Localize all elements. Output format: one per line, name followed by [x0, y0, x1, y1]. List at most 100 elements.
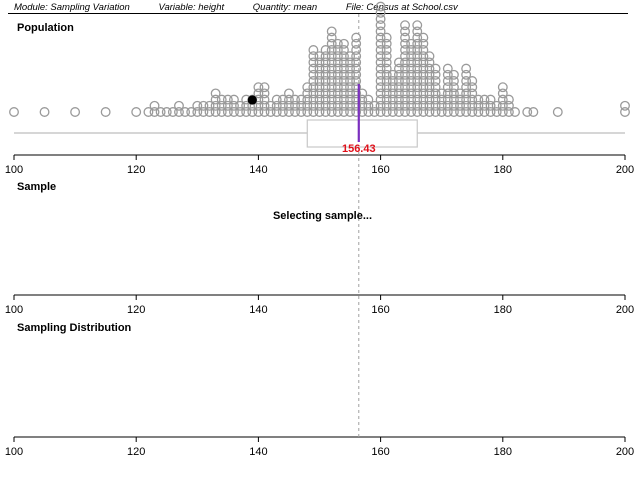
population-dot: [351, 57, 362, 68]
population-dot: [461, 69, 472, 80]
population-dot: [479, 94, 490, 105]
population-dot: [448, 69, 459, 80]
population-dot: [375, 69, 386, 80]
population-dot: [467, 107, 478, 117]
population-dot: [455, 94, 465, 105]
population-dot: [338, 107, 349, 117]
population-dot: [351, 38, 362, 49]
population-dot: [461, 94, 472, 105]
sampling-distribution-panel-title: Sampling Distribution: [17, 322, 132, 334]
population-dot: [351, 82, 362, 93]
population-dot: [406, 76, 417, 86]
population-dot: [400, 45, 410, 55]
population-dot: [491, 100, 502, 111]
population-dot: [412, 82, 423, 93]
population-dot: [430, 63, 441, 74]
population-dot: [418, 45, 429, 55]
population-dot: [485, 100, 496, 111]
population-dot: [442, 69, 453, 80]
population-dot: [418, 88, 429, 99]
population-dot: [473, 107, 484, 117]
population-dot: [253, 82, 264, 93]
population-dot: [424, 63, 435, 74]
mean-value-label: 156.43: [342, 143, 376, 155]
population-dot: [412, 51, 423, 62]
population-dot: [497, 82, 508, 93]
population-dot: [424, 51, 435, 62]
population-dot: [400, 26, 410, 37]
population-dot: [400, 82, 410, 93]
population-dot: [265, 100, 276, 111]
population-dot: [314, 76, 325, 86]
population-dot: [393, 88, 404, 99]
population-dot: [332, 100, 343, 111]
tick-label: 160: [371, 304, 389, 316]
population-dot: [442, 82, 453, 93]
population-dot: [418, 100, 429, 111]
population-dot: [320, 57, 331, 68]
population-dot: [259, 94, 270, 105]
population-dot: [320, 107, 331, 117]
population-dot: [412, 107, 423, 117]
population-dot: [418, 69, 429, 80]
population-dot: [375, 32, 386, 43]
population-dot: [381, 63, 392, 74]
population-dot: [375, 82, 386, 93]
population-dot: [461, 88, 472, 99]
population-dot: [485, 107, 496, 117]
population-dot: [326, 88, 337, 99]
population-dot: [393, 63, 404, 74]
population-dot: [424, 88, 435, 99]
population-dot: [332, 57, 343, 68]
population-dot: [620, 107, 630, 117]
population-dot: [326, 45, 337, 55]
population-dot: [308, 76, 319, 86]
population-dot: [522, 107, 533, 117]
population-dot: [308, 107, 319, 117]
population-dot: [412, 32, 423, 43]
population-dot: [326, 94, 337, 105]
tick-label: 100: [5, 304, 23, 316]
population-dot: [271, 107, 282, 117]
population-dot: [351, 45, 362, 55]
population-dot: [442, 88, 453, 99]
population-dot: [338, 63, 349, 74]
population-dot: [338, 82, 349, 93]
tick-label: 100: [5, 446, 23, 458]
population-dot: [210, 94, 221, 105]
population-dot: [467, 88, 478, 99]
tick-label: 200: [616, 164, 634, 176]
population-dot: [296, 100, 307, 111]
population-dot: [229, 100, 239, 111]
population-dot: [375, 51, 386, 62]
population-dot: [229, 107, 239, 117]
population-dot: [326, 69, 337, 80]
population-dot: [308, 63, 319, 74]
population-dot: [375, 94, 386, 105]
population-dot: [485, 94, 496, 105]
population-dot: [375, 7, 386, 18]
population-dot: [314, 63, 325, 74]
population-dot: [314, 69, 325, 80]
population-dot: [290, 100, 301, 111]
population-dot: [412, 38, 423, 49]
tick-label: 160: [371, 446, 389, 458]
population-dot: [412, 69, 423, 80]
population-dot: [461, 82, 472, 93]
population-dot: [259, 88, 270, 99]
population-dot: [412, 100, 423, 111]
population-dot: [461, 100, 472, 111]
population-dot: [100, 107, 111, 117]
population-dot: [418, 38, 429, 49]
population-dot: [400, 76, 410, 86]
population-dot: [338, 57, 349, 68]
population-dot: [338, 94, 349, 105]
population-dot: [320, 63, 331, 74]
population-dot: [314, 57, 325, 68]
population-dot: [448, 88, 459, 99]
population-dot: [528, 107, 539, 117]
population-dot: [229, 94, 239, 105]
population-dot: [461, 107, 472, 117]
population-dot: [393, 100, 404, 111]
